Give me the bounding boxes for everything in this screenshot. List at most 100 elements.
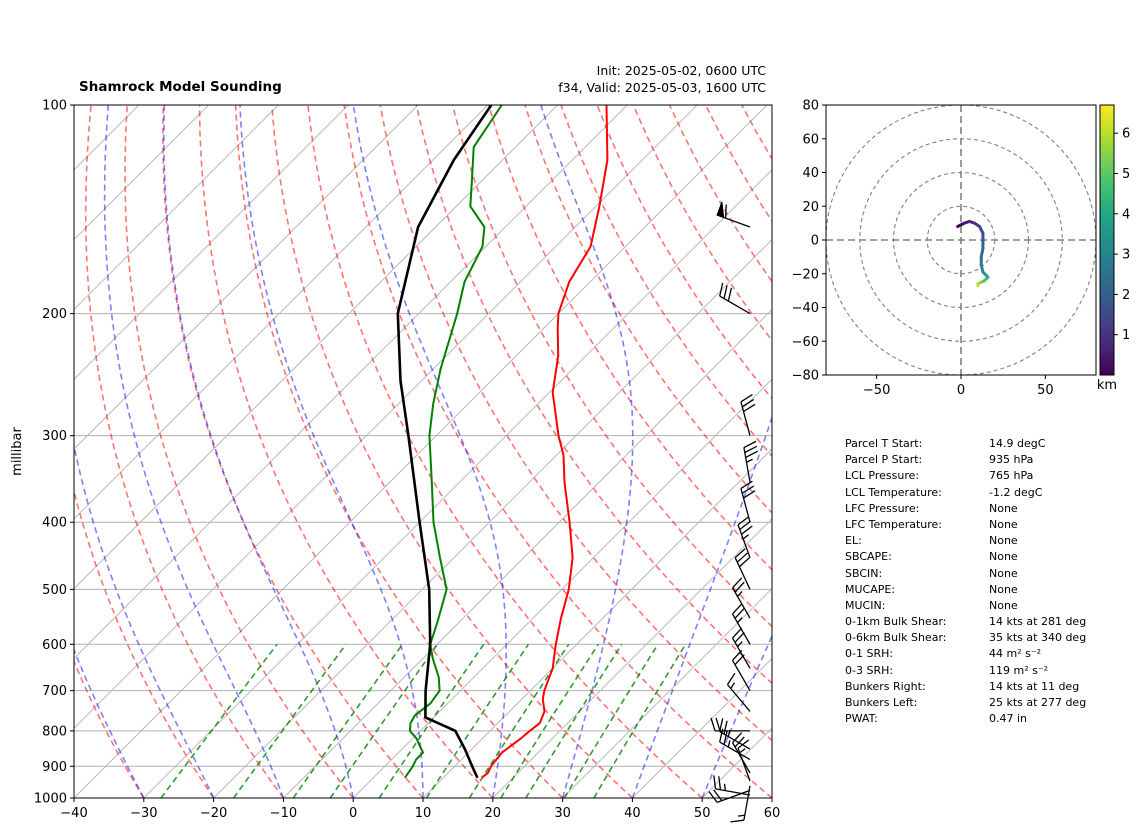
moist-adiabat: [701, 634, 772, 798]
y-tick-label: 400: [42, 516, 67, 531]
valid-time: f34, Valid: 2025-05-03, 1600 UTC: [558, 80, 766, 95]
isotherm-gridline: [352, 378, 772, 798]
wind-barb: [731, 649, 751, 691]
parameter-value: None: [989, 598, 1018, 612]
wind-barb-feather: [732, 603, 743, 615]
parameter-label: LCL Temperature:: [845, 485, 942, 499]
parameter-label: LFC Temperature:: [845, 517, 943, 531]
moist-adiabat: [352, 105, 508, 798]
wind-barb-staff: [731, 660, 751, 691]
wind-barb-feather: [723, 720, 728, 735]
wind-barb-feather: [732, 577, 743, 589]
wind-barb-feather: [708, 791, 718, 803]
dry-adiabat: [124, 105, 354, 798]
parameter-value: 765 hPa: [989, 469, 1034, 483]
x-tick-label: 50: [694, 806, 711, 821]
moist-adiabat: [74, 441, 215, 798]
wind-barb-half-feather: [739, 748, 746, 754]
parcel-trace: [396, 105, 493, 779]
parameter-value: 14 kts at 281 deg: [989, 615, 1087, 629]
wind-barb-feather: [723, 731, 728, 745]
wind-barb: [713, 775, 751, 796]
isotherm-gridline: [143, 169, 772, 798]
wind-barb-feather: [745, 450, 759, 458]
parameter-value: None: [989, 550, 1018, 564]
wind-barb-feather: [734, 548, 746, 559]
wind-barb-staff: [719, 295, 751, 315]
wind-barb-half-feather: [737, 641, 743, 648]
y-tick-label: 1000: [34, 792, 67, 807]
wind-barb-staff: [727, 684, 751, 712]
parameter-value: None: [989, 534, 1018, 548]
wind-barb: [734, 548, 751, 590]
dewpoint-trace: [403, 105, 503, 779]
wind-barb-half-feather: [737, 590, 743, 597]
hodograph-y-tick-label: −80: [792, 369, 819, 384]
wind-barb: [731, 732, 751, 774]
parameter-label: LFC Pressure:: [845, 501, 920, 515]
parameter-value: None: [989, 517, 1018, 531]
hodograph-y-tick-label: 0: [811, 234, 819, 249]
wind-barb-feather: [738, 557, 750, 568]
x-tick-label: −10: [270, 806, 297, 821]
wind-barb-feather: [734, 581, 745, 593]
parameter-label: SBCIN:: [845, 566, 883, 580]
wind-barb-staff: [719, 731, 751, 750]
valid-time-block: Init: 2025-05-02, 0600 UTC f34, Valid: 2…: [558, 62, 766, 96]
y-tick-label: 300: [42, 429, 67, 444]
parameter-value: 44 m² s⁻²: [989, 647, 1042, 661]
wind-barb-feather: [743, 490, 756, 499]
dry-adiabat: [415, 105, 772, 685]
dry-adiabat: [74, 487, 215, 798]
skew-t-frame: [73, 104, 773, 799]
hodograph-y-tick-label: 80: [802, 99, 819, 114]
isotherm-gridline: [74, 105, 558, 590]
wind-barb-staff: [731, 637, 751, 669]
wind-barb-staff: [731, 613, 751, 645]
wind-barb-feather: [741, 525, 753, 535]
wind-barb: [710, 717, 750, 732]
x-tick-label: 60: [764, 806, 781, 821]
mixing-ratio-line: [593, 643, 687, 798]
hodograph-plot-area: [826, 105, 1096, 375]
wind-barb-flag: [716, 201, 725, 219]
wind-barb-feather: [734, 631, 745, 643]
parameter-value: None: [989, 501, 1018, 515]
mixing-ratio-line: [500, 643, 599, 798]
wind-barb-feather: [736, 552, 748, 563]
y-tick-label: 900: [42, 760, 67, 775]
colorbar-tick-label: 6: [1122, 127, 1130, 142]
hodograph-y-tick-label: 60: [802, 132, 819, 147]
hodograph-chart: −50 0 50 −80 −60 −40 −20 0 20 40 60 80 1 2 3 4 5 6 km: [792, 99, 1131, 399]
parameter-label: PWAT:: [845, 712, 878, 726]
moist-adiabat: [163, 105, 354, 798]
parameter-value: 0.47 in: [989, 712, 1028, 726]
wind-barb-feather: [723, 285, 728, 299]
mixing-ratio-line: [160, 643, 278, 798]
dry-adiabat: [271, 105, 633, 798]
wind-barb-feather: [744, 445, 758, 454]
y-tick-label: 700: [42, 684, 67, 699]
wind-barb-feather: [741, 398, 755, 408]
colorbar-tick-label: 5: [1122, 167, 1130, 182]
dry-adiabat: [343, 105, 772, 798]
parameter-label: LCL Pressure:: [845, 469, 920, 483]
wind-barb-staff: [740, 488, 751, 523]
parameter-label: Parcel P Start:: [845, 453, 923, 467]
wind-barb-feather: [727, 287, 733, 302]
y-tick-label: 500: [42, 583, 67, 598]
hodograph-y-tick-label: −60: [792, 335, 819, 350]
wind-barb: [731, 577, 751, 619]
wind-barb-half-feather: [737, 617, 743, 624]
colorbar-tick-label: 3: [1122, 248, 1130, 263]
wind-barb-half-feather: [746, 458, 753, 463]
wind-barb-feather: [734, 736, 745, 748]
hodograph-y-tick-label: 40: [802, 166, 819, 181]
x-tick-label: 30: [554, 806, 571, 821]
parameter-value: 14.9 degC: [989, 437, 1046, 450]
x-tick-label: −20: [200, 806, 227, 821]
wind-barb-feather: [730, 819, 745, 823]
temperature-trace: [480, 105, 609, 779]
dry-adiabat: [451, 105, 772, 628]
